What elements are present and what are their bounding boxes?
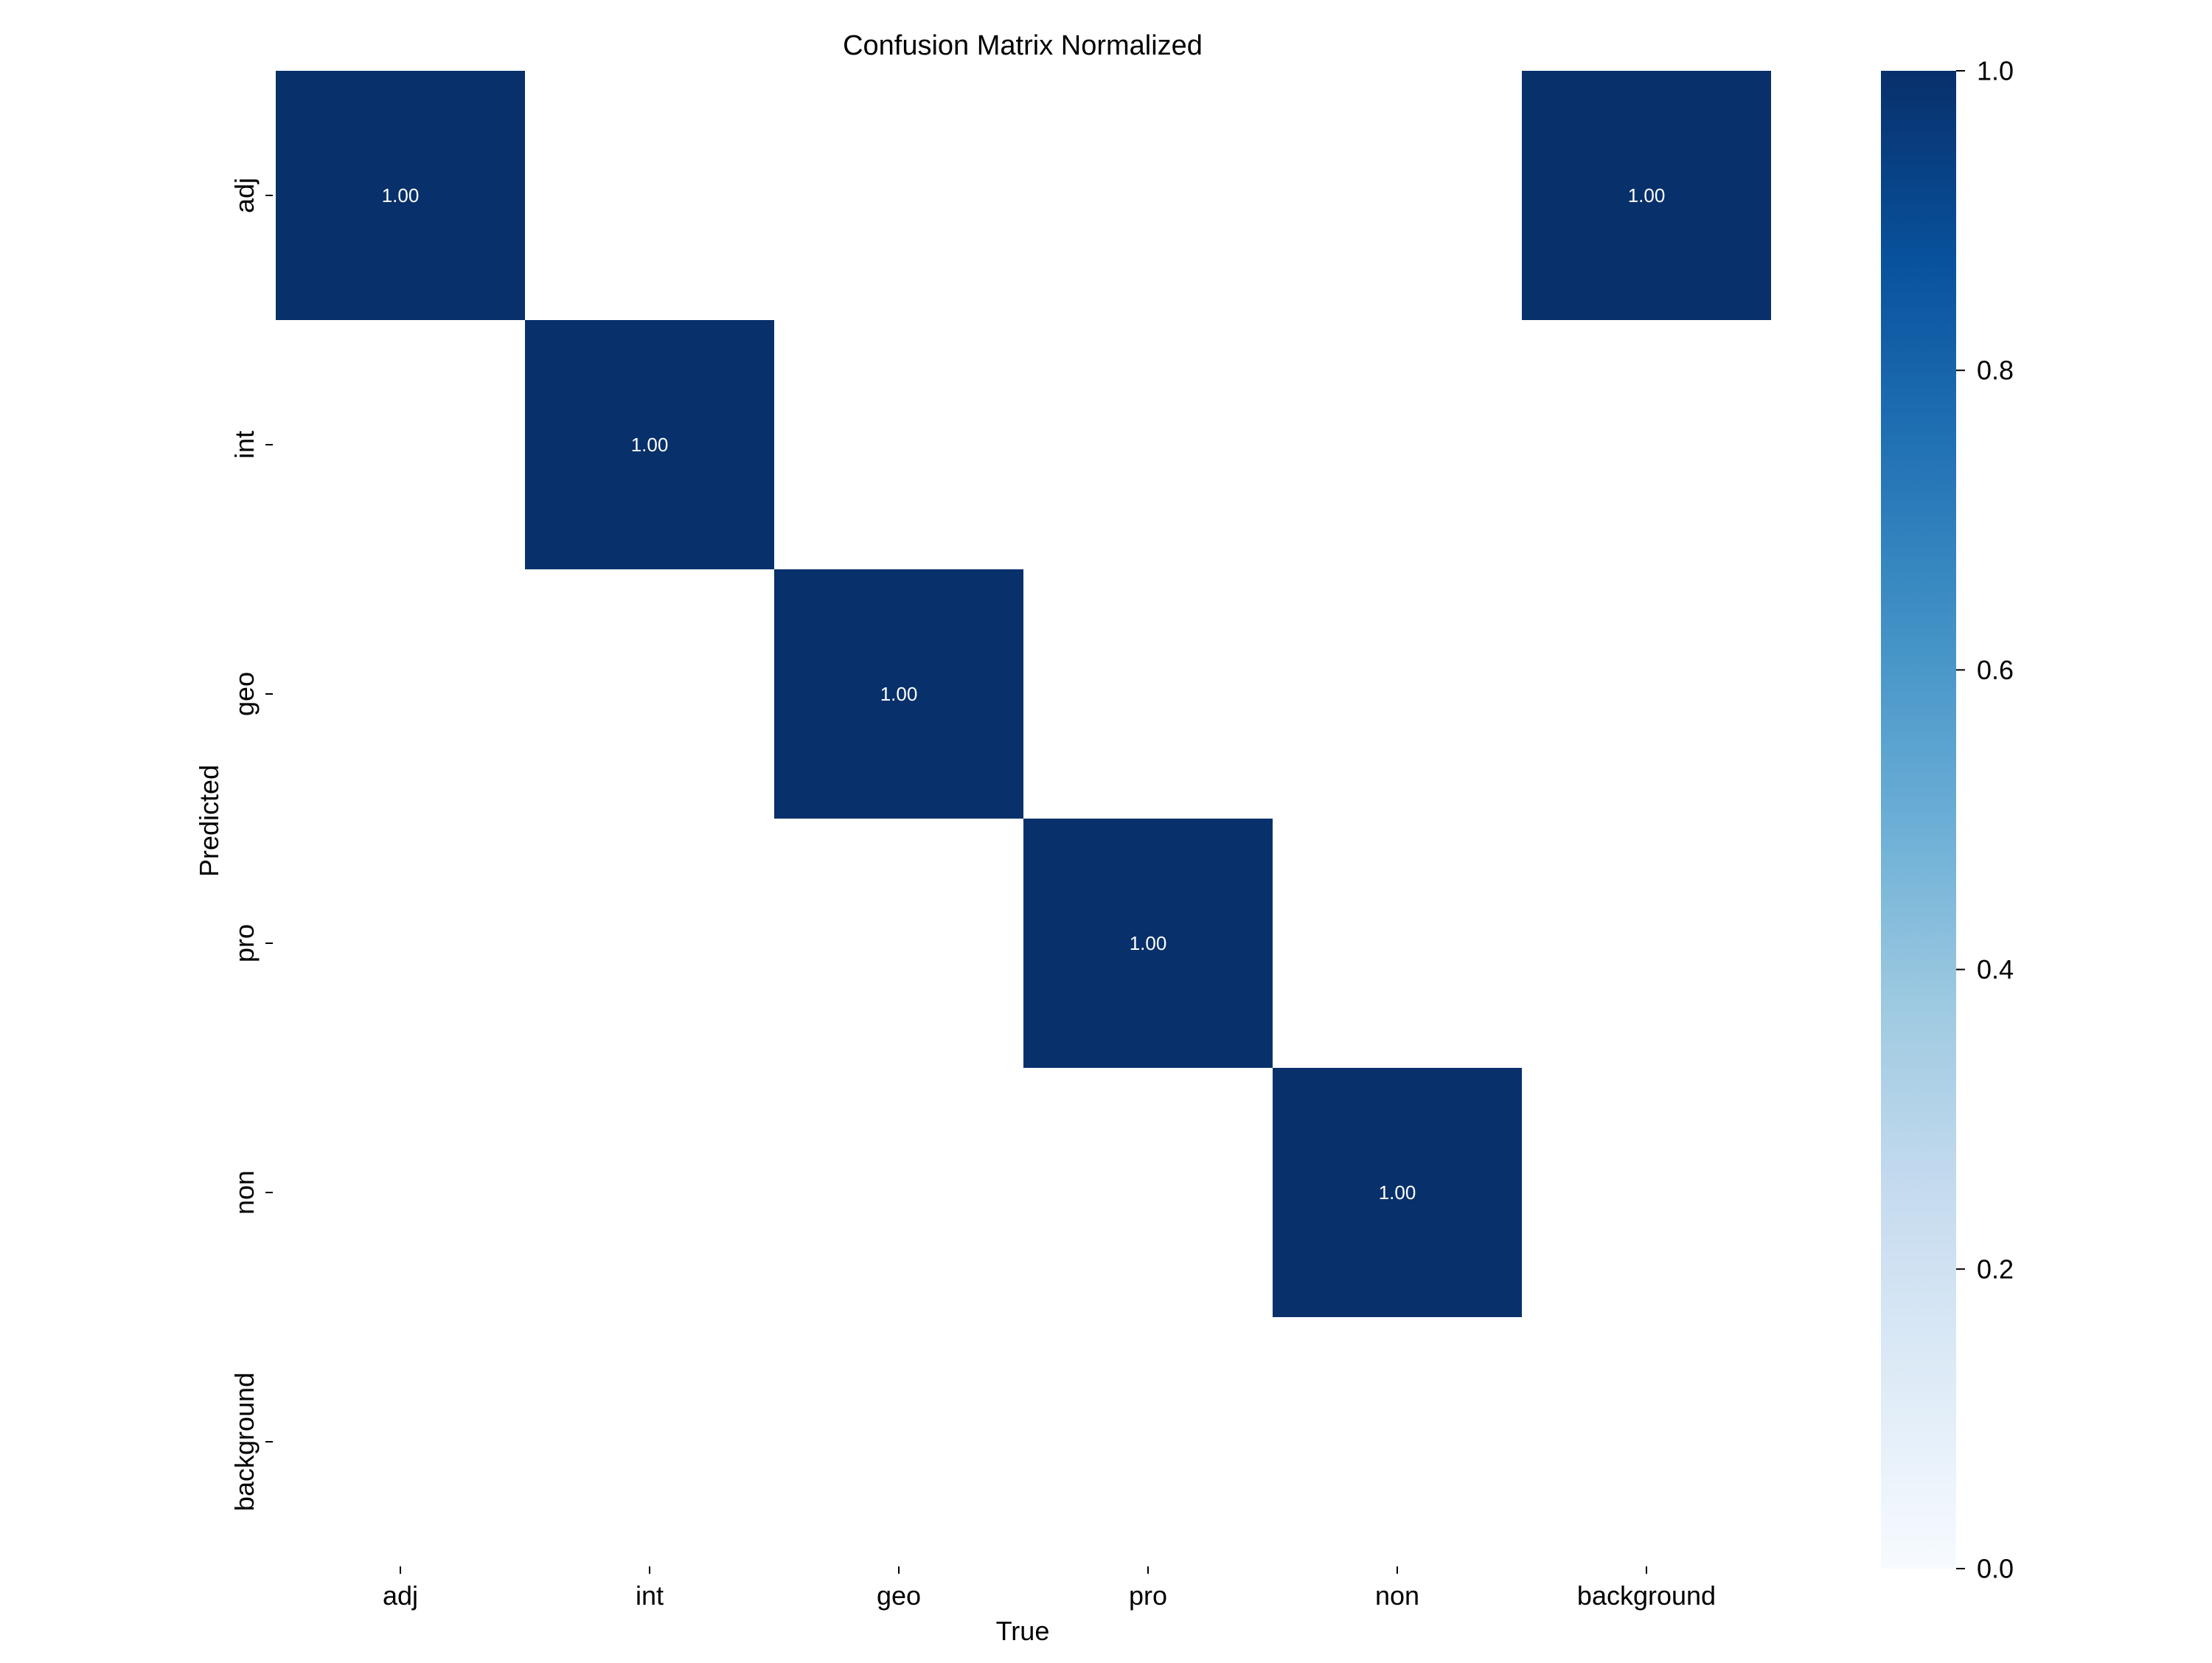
x-tick-label: pro bbox=[1129, 1580, 1167, 1611]
heatmap-cells bbox=[276, 71, 1771, 1317]
cell-value-label: 1.00 bbox=[1628, 184, 1666, 206]
colorbar-tick-label: 0.4 bbox=[1977, 954, 2014, 985]
y-tick-label: int bbox=[229, 431, 260, 459]
heatmap-cell-labels: 1.00 1.00 1.00 1.00 1.00 1.00 bbox=[382, 184, 1666, 1204]
x-tick-label: adj bbox=[383, 1580, 418, 1611]
colorbar-tick-label: 0.6 bbox=[1977, 655, 2014, 685]
heatmap-cell-non-non bbox=[1273, 1068, 1522, 1317]
colorbar-gradient bbox=[1881, 71, 1956, 1569]
heatmap-cell-geo-geo bbox=[774, 569, 1023, 819]
colorbar-ticks: 0.0 0.2 0.4 0.6 0.8 1.0 bbox=[1956, 56, 2014, 1584]
x-tick-label: geo bbox=[877, 1580, 921, 1611]
y-tick-label: adj bbox=[229, 178, 260, 213]
y-tick-label: background bbox=[229, 1372, 260, 1511]
cell-value-label: 1.00 bbox=[1130, 932, 1167, 954]
heatmap-cell-adj-background bbox=[1522, 71, 1771, 320]
colorbar-tick-label: 0.8 bbox=[1977, 355, 2014, 386]
y-axis-ticks: adj int geo pro non background bbox=[229, 178, 273, 1511]
x-axis-label: True bbox=[996, 1616, 1050, 1646]
y-tick-label: non bbox=[229, 1170, 260, 1215]
x-axis-ticks: adj int geo pro non background bbox=[383, 1566, 1716, 1611]
y-tick-label: pro bbox=[229, 924, 260, 962]
heatmap-cell-adj-adj bbox=[276, 71, 525, 320]
cell-value-label: 1.00 bbox=[631, 434, 669, 456]
y-tick-label: geo bbox=[229, 672, 260, 716]
x-tick-label: background bbox=[1577, 1580, 1716, 1611]
heatmap-cell-int-int bbox=[525, 320, 774, 569]
chart-title: Confusion Matrix Normalized bbox=[843, 30, 1203, 61]
cell-value-label: 1.00 bbox=[880, 683, 918, 705]
colorbar-tick-label: 1.0 bbox=[1977, 56, 2014, 86]
y-axis-label: Predicted bbox=[194, 765, 224, 877]
x-tick-label: int bbox=[636, 1580, 664, 1611]
cell-value-label: 1.00 bbox=[382, 184, 420, 206]
heatmap-cell-pro-pro bbox=[1023, 819, 1273, 1068]
colorbar-tick-label: 0.2 bbox=[1977, 1254, 2014, 1284]
cell-value-label: 1.00 bbox=[1379, 1181, 1416, 1204]
colorbar: 0.0 0.2 0.4 0.6 0.8 1.0 bbox=[1881, 56, 2014, 1584]
colorbar-tick-label: 0.0 bbox=[1977, 1554, 2014, 1584]
x-tick-label: non bbox=[1375, 1580, 1419, 1611]
